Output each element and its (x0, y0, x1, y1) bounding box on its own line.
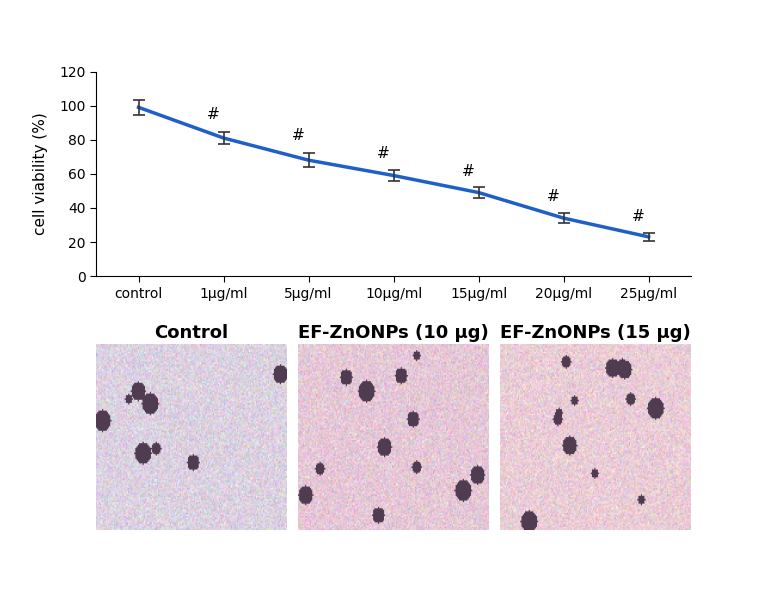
Title: EF-ZnONPs (15 μg): EF-ZnONPs (15 μg) (501, 324, 691, 342)
Text: #: # (632, 209, 645, 224)
Text: #: # (462, 164, 475, 179)
Text: #: # (207, 107, 220, 122)
Title: EF-ZnONPs (10 μg): EF-ZnONPs (10 μg) (298, 324, 489, 342)
Text: #: # (547, 190, 560, 204)
Title: Control: Control (154, 324, 228, 342)
Text: #: # (292, 128, 305, 143)
Y-axis label: cell viability (%): cell viability (%) (33, 113, 48, 235)
Text: #: # (377, 146, 390, 161)
